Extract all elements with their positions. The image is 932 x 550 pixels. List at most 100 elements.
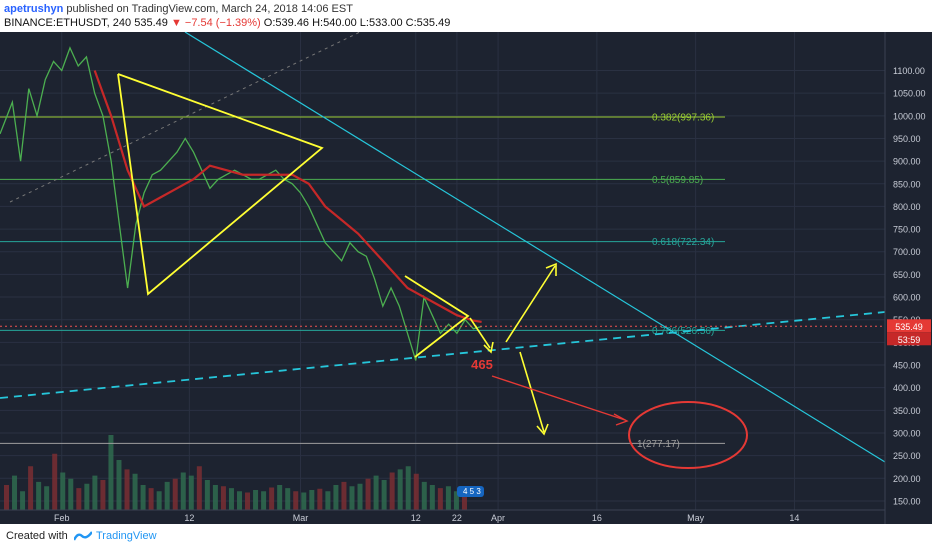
volume-bar: [365, 478, 371, 510]
volume-bar: [36, 481, 42, 510]
moving-average-line: [93, 70, 482, 324]
grid: [0, 32, 885, 510]
author-name[interactable]: apetrushyn: [4, 3, 64, 15]
volume-bar: [373, 475, 379, 510]
volume-bar: [148, 488, 154, 510]
price-tick-label: 300.00: [893, 428, 921, 438]
arrow-head: [545, 262, 557, 276]
volume-bar: [28, 466, 34, 510]
price-tick-label: 600.00: [893, 293, 921, 303]
volume-bar: [421, 481, 427, 510]
time-axis[interactable]: Feb 12 Mar 12 22 Apr 16 May 14: [0, 509, 885, 523]
change-value: ▼ −7.54 (−1.39%): [170, 17, 261, 29]
countdown-box: [887, 332, 931, 346]
volume-bar: [204, 480, 210, 510]
volume-bar: [20, 491, 26, 510]
chart-canvas[interactable]: 0.382(997.36)0.5(859.85)0.618(722.34)0.7…: [0, 32, 932, 524]
volume-bar: [188, 475, 194, 510]
volume-bar: [245, 492, 251, 510]
volume-bar: [4, 485, 9, 510]
arrow-head: [536, 423, 549, 436]
volume-bar: [445, 486, 451, 510]
price-tick-label: 200.00: [893, 474, 921, 484]
volume-bar: [269, 487, 275, 510]
price-tick-label: 800.00: [893, 202, 921, 212]
volume-bar: [52, 453, 58, 510]
volume-bar: [172, 478, 178, 510]
price-label: 535.49: [895, 322, 923, 332]
volume-bar: [325, 491, 331, 510]
time-tick-label: 14: [789, 513, 799, 523]
time-tick-label: Mar: [293, 513, 309, 523]
volume-bar: [60, 472, 66, 510]
volume-bar: [116, 460, 122, 510]
symbol-label: BINANCE:ETHUSDT, 240: [4, 17, 132, 29]
price-tick-label: 950.00: [893, 134, 921, 144]
volume-bar: [389, 472, 395, 510]
price-axis[interactable]: 1100.00 1050.00 1000.00 950.00 900.00 850.00 8…: [884, 32, 931, 524]
volume-bar: [333, 485, 339, 510]
target-circle: [628, 401, 748, 469]
descending-trendline: [184, 32, 886, 463]
volume-bars: [4, 435, 467, 510]
time-tick-label: 12: [411, 513, 421, 523]
volume-bar: [349, 486, 355, 510]
price-tick-label: 1050.00: [893, 89, 926, 99]
time-tick-label: 12: [184, 513, 194, 523]
volume-bar: [228, 488, 234, 510]
volume-bar: [140, 485, 146, 510]
price-tick-label: 750.00: [893, 225, 921, 235]
volume-bar: [76, 488, 82, 510]
fib-label: 0.5(859.85): [652, 175, 703, 186]
chart-header: apetrushyn published on TradingView.com,…: [0, 0, 932, 32]
fib-levels: 0.382(997.36)0.5(859.85)0.618(722.34)0.7…: [0, 113, 725, 450]
price-tick-label: 350.00: [893, 406, 921, 416]
volume-bar: [277, 485, 283, 510]
symbol-info: BINANCE:ETHUSDT, 240 535.49 ▼ −7.54 (−1.…: [4, 17, 450, 29]
volume-bar: [12, 475, 18, 510]
triangle-pattern-small: [404, 275, 470, 358]
price-tick-label: 150.00: [893, 496, 921, 506]
volume-bar: [309, 490, 315, 510]
last-price: 535.49: [134, 17, 168, 29]
time-tick-label: Apr: [491, 513, 505, 523]
publish-info: apetrushyn published on TradingView.com,…: [4, 3, 353, 15]
target-arrow: [491, 375, 626, 421]
volume-bar: [261, 491, 267, 510]
countdown-label: 53:59: [898, 335, 921, 345]
support-trendline: [0, 311, 886, 399]
price-tick-label: 900.00: [893, 157, 921, 167]
volume-bar: [437, 488, 443, 510]
tradingview-brand-link[interactable]: TradingView: [96, 530, 157, 542]
fib-label: 0.382(997.36): [652, 113, 714, 124]
chart-footer: Created with TradingView: [0, 524, 932, 550]
arrow-head: [613, 413, 629, 426]
fib-label: 0.618(722.34): [652, 237, 714, 248]
time-tick-label: May: [687, 513, 705, 523]
volume-bar: [413, 473, 419, 510]
volume-bar: [341, 481, 347, 510]
pattern-drawings: [117, 73, 557, 436]
volume-bar: [253, 490, 259, 510]
volume-bar: [132, 473, 138, 510]
volume-bar: [301, 492, 307, 510]
volume-bar: [68, 478, 74, 510]
time-tick-label: 16: [592, 513, 602, 523]
volume-bar: [84, 483, 90, 510]
price-tick-label: 1000.00: [893, 111, 926, 121]
volume-bar: [237, 491, 242, 510]
volume-bar: [429, 485, 435, 510]
dotted-trendline: [9, 32, 361, 203]
volume-bar: [285, 488, 291, 510]
indicator-badge: 4 5 3: [463, 487, 481, 496]
fib-label: 1(277.17): [637, 439, 680, 450]
indicator-badge-box: [457, 486, 484, 497]
price-tick-label: 1100.00: [893, 66, 925, 76]
published-text: published on TradingView.com, March 24, …: [66, 3, 353, 15]
created-with-text: Created with: [6, 530, 68, 542]
volume-bar: [220, 486, 226, 510]
price-line: [0, 46, 482, 361]
volume-bar: [293, 491, 299, 510]
volume-bar: [156, 491, 162, 510]
volume-bar: [397, 469, 403, 510]
